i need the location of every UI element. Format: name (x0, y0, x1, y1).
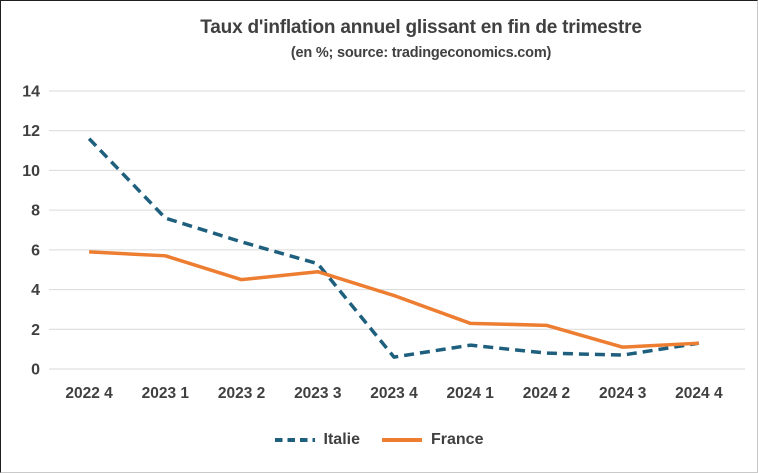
x-tick-label: 2024 1 (447, 385, 495, 402)
y-tick-label: 14 (22, 84, 40, 101)
y-tick-label: 4 (31, 282, 40, 299)
legend-item-italie: Italie (274, 431, 360, 449)
chart-title: Taux d'inflation annuel glissant en fin … (200, 17, 642, 38)
y-tick-label: 12 (22, 123, 40, 140)
y-tick-label: 2 (31, 322, 40, 339)
y-tick-label: 8 (31, 203, 40, 220)
x-tick-label: 2024 4 (675, 385, 723, 402)
y-tick-label: 10 (22, 163, 40, 180)
legend-label: Italie (323, 431, 360, 448)
y-tick-label: 6 (31, 242, 40, 259)
legend-sample-dashed-line (274, 438, 315, 442)
legend: Italie France (1, 431, 757, 449)
x-tick-label: 2022 4 (65, 385, 113, 402)
legend-item-france: France (382, 431, 483, 449)
series-line-italie (87, 137, 700, 359)
x-tick-label: 2023 4 (370, 385, 418, 402)
series-line-france (89, 250, 699, 349)
x-tick-label: 2023 2 (218, 385, 265, 402)
y-tick-label: 0 (31, 362, 40, 379)
x-tick-label: 2023 3 (294, 385, 342, 402)
legend-label: France (431, 431, 484, 448)
x-tick-label: 2024 3 (599, 385, 647, 402)
x-tick-label: 2023 1 (142, 385, 190, 402)
legend-sample-solid-line (382, 438, 422, 442)
x-tick-label: 2024 2 (523, 385, 570, 402)
chart-subtitle: (en %; source: tradingeconomics.com) (290, 45, 552, 61)
